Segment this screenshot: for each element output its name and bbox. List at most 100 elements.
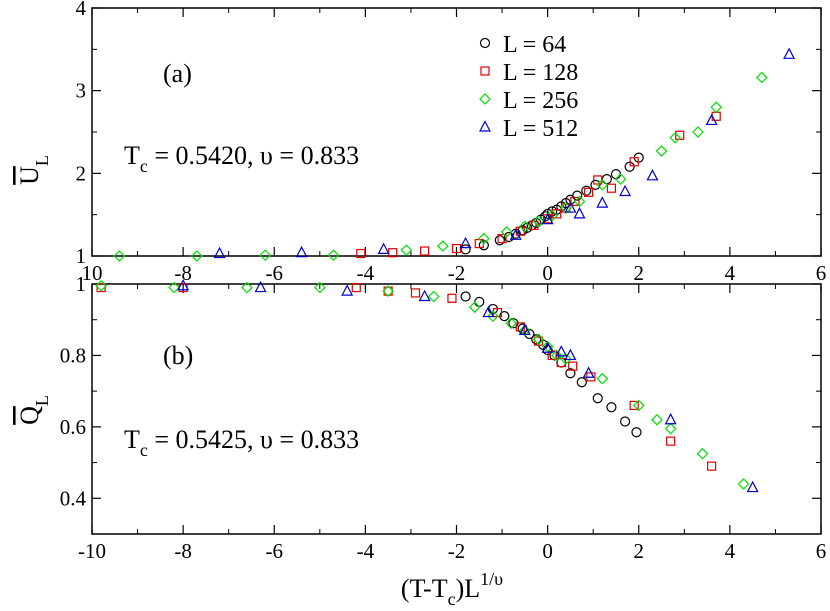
tc-subscript: c [140,440,148,460]
point-square [351,282,361,293]
point-circle [474,296,485,307]
point-diamond [190,250,203,262]
point-circle [606,402,617,413]
point-diamond [655,145,668,157]
point-circle [590,179,601,191]
point-diamond [573,195,586,208]
point-circle [581,185,592,196]
point-triangle [177,278,190,291]
x-tick-label: 4 [725,539,736,563]
y-label-sub: L [32,155,52,166]
point-triangle [582,366,595,378]
point-triangle [555,345,568,357]
point-square [584,187,594,197]
point-diamond [427,290,440,303]
point-circle [494,235,505,246]
panel-b-label: (b) [163,341,193,370]
x-tick-label: -8 [174,539,192,563]
y-tick-label: 0.4 [60,486,87,510]
point-triangle [619,184,632,197]
y-tick-label: 2 [76,161,87,185]
point-diamond [436,240,449,252]
x-tick-label: -4 [357,539,375,563]
point-diamond [95,279,107,292]
point-square [356,248,366,259]
point-diamond [500,226,513,238]
point-diamond [518,324,531,337]
point-square [420,246,430,256]
x-tick-label: 0 [542,261,553,285]
y-tick-label: 0.6 [60,415,86,439]
point-circle [503,231,514,243]
point-diamond [755,71,768,84]
point-diamond [669,131,682,144]
plot-frame-b [91,283,822,535]
point-square [606,183,617,193]
y-label-main: U [15,166,44,185]
x-label-subscript: c [448,589,456,609]
point-circle [565,368,576,379]
point-diamond [477,232,490,245]
point-diamond [532,215,545,228]
point-circle [592,393,603,404]
point-diamond [468,301,481,314]
point-triangle [295,245,308,258]
point-triangle [377,242,390,254]
y-tick-label: 0.8 [60,343,86,367]
point-square [410,288,421,298]
x-tick-label: -6 [266,539,284,563]
point-diamond [596,179,609,191]
point-diamond [327,249,340,262]
point-diamond [550,349,563,362]
point-triangle [705,113,718,126]
panel-b-annotation: Tc = 0.5425, υ = 0.833 [124,425,359,460]
x-tick-label: -2 [448,261,466,285]
plot-frame-a [91,7,822,257]
point-triangle [664,412,677,425]
y-label-main: Q [15,406,44,425]
point-diamond [505,317,518,330]
point-triangle [541,341,554,353]
legend-label: L = 64 [503,32,566,58]
x-label-part: )L [456,574,481,603]
point-diamond [696,447,709,460]
x-tick-label: 6 [816,539,827,563]
legend-label: L = 512 [503,116,578,142]
point-circle [460,291,471,302]
point-square [451,243,462,254]
point-triangle [573,207,586,219]
point-triangle [509,228,522,240]
tc-values: = 0.5425, υ = 0.833 [148,425,359,454]
x-tick-label: -10 [78,539,106,563]
y-tick-label: 3 [76,79,87,103]
point-square [629,157,639,167]
x-tick-label: -2 [448,539,466,563]
legend-marker-triangle [479,120,491,132]
point-square [447,293,457,303]
point-circle [619,416,631,427]
legend-marker-circle [479,37,491,49]
tick-labels: 10 -8 -6 -4 -2 0 2 4 6 1 2 3 4 -10 -8 -6 -4 -2 0 2 4 6 0.4 0.6 0… [60,0,827,563]
point-diamond [532,333,545,346]
point-diamond [560,202,572,214]
point-triangle [254,280,267,293]
point-circle [631,427,642,438]
point-diamond [651,413,663,426]
point-diamond [614,173,627,185]
x-tick-label: 6 [816,261,827,285]
point-triangle [213,246,226,259]
tc-values: = 0.5420, υ = 0.833 [148,141,359,170]
point-triangle [541,212,554,225]
point-diamond [313,281,326,294]
y-tick-label: 1 [76,272,87,296]
x-label-part: (T-T [401,574,448,603]
x-tick-label: -8 [174,261,192,285]
x-tick-label: 4 [725,261,736,285]
point-diamond [382,285,395,297]
y-tick-label: 1 [76,244,87,268]
y-axis-label-a: UL [15,155,52,185]
tc-subscript: c [140,156,148,176]
point-diamond [400,244,413,257]
